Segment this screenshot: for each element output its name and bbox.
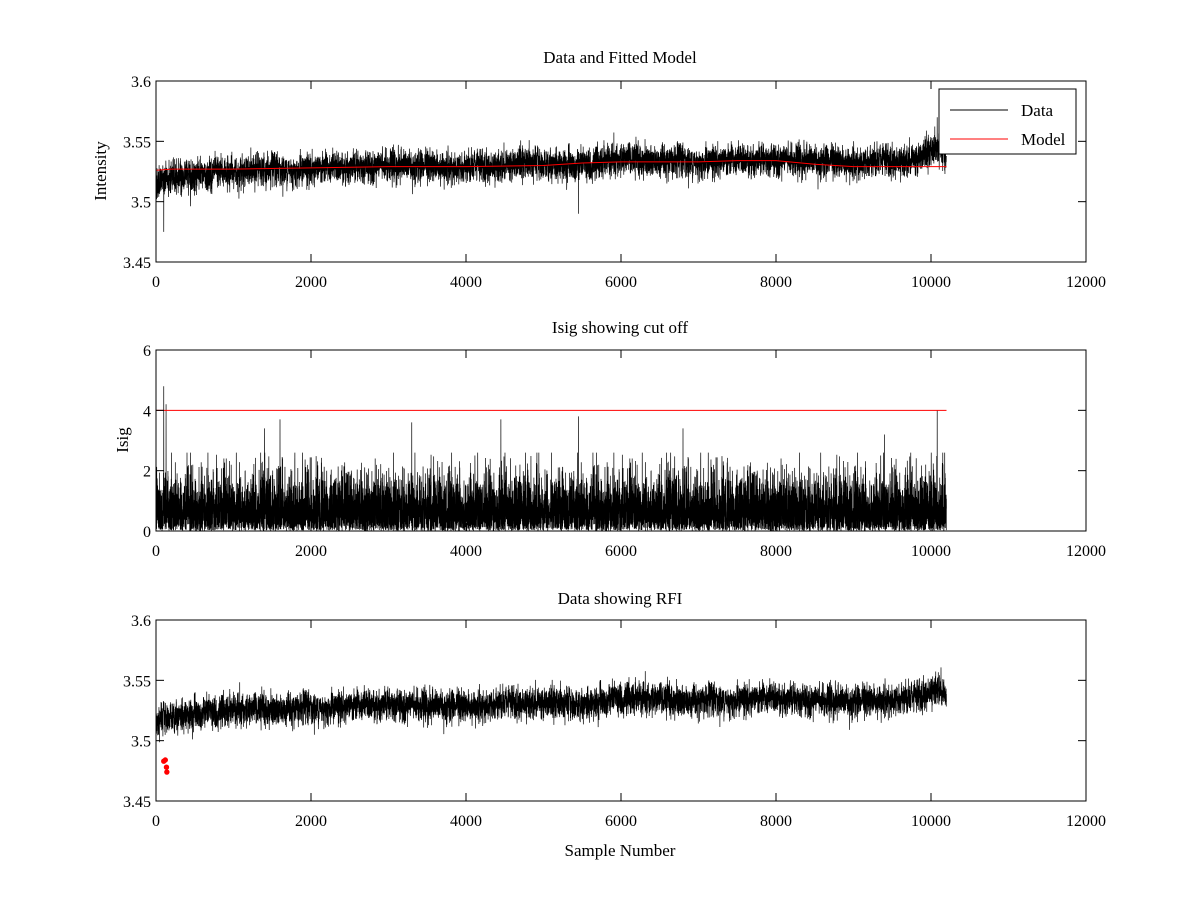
y-tick-label: 6 bbox=[143, 343, 151, 360]
axes: 0 2000 4000 6000 8000 10000 12000 3.45 3.5 3.55 3.… bbox=[123, 613, 1106, 830]
series-model-line bbox=[156, 160, 947, 171]
series-data-line bbox=[156, 667, 947, 743]
plot-area bbox=[156, 667, 947, 775]
x-tick-label: 6000 bbox=[605, 543, 637, 560]
y-tick-label: 2 bbox=[143, 464, 151, 481]
y-tick-label: 3.6 bbox=[131, 74, 151, 91]
x-tick-label: 8000 bbox=[760, 274, 792, 291]
legend-label-data: Data bbox=[1021, 101, 1054, 120]
x-tick-label: 6000 bbox=[605, 813, 637, 830]
x-axis-label: Sample Number bbox=[565, 841, 676, 860]
x-tick-label: 10000 bbox=[911, 543, 951, 560]
x-tick-label: 0 bbox=[152, 543, 160, 560]
series-isig-line bbox=[156, 386, 947, 531]
panel-data-showing-rfi: Data showing RFI Sample Number 0 2000 4000… bbox=[123, 589, 1106, 860]
panel-title: Data showing RFI bbox=[558, 589, 683, 608]
y-tick-label: 3.45 bbox=[123, 794, 151, 811]
x-tick-label: 0 bbox=[152, 274, 160, 291]
x-tick-label: 12000 bbox=[1066, 543, 1106, 560]
y-tick-label: 4 bbox=[143, 403, 151, 420]
x-tick-label: 12000 bbox=[1066, 813, 1106, 830]
y-tick-label: 3.55 bbox=[123, 673, 151, 690]
x-tick-label: 2000 bbox=[295, 543, 327, 560]
x-tick-label: 10000 bbox=[911, 813, 951, 830]
x-tick-label: 12000 bbox=[1066, 274, 1106, 291]
series-data-line bbox=[156, 117, 947, 232]
y-tick-label: 3.55 bbox=[123, 134, 151, 151]
y-axis-label: Intensity bbox=[91, 141, 110, 201]
y-tick-label: 3.45 bbox=[123, 255, 151, 272]
plot-area bbox=[156, 117, 947, 232]
x-tick-label: 4000 bbox=[450, 274, 482, 291]
panel-title: Isig showing cut off bbox=[552, 318, 688, 337]
panel-isig-showing-cut-off: Isig showing cut off Isig 0 2000 4000 6000 8… bbox=[113, 318, 1106, 560]
rfi-point bbox=[163, 764, 170, 770]
axes: 0 2000 4000 6000 8000 10000 12000 3.45 3.5 3.55 3.… bbox=[123, 74, 1106, 291]
panel-title: Data and Fitted Model bbox=[543, 48, 697, 67]
x-tick-label: 6000 bbox=[605, 274, 637, 291]
plot-area bbox=[156, 386, 947, 531]
axes: 0 2000 4000 6000 8000 10000 12000 0 2 4 6 bbox=[143, 343, 1106, 560]
x-tick-label: 8000 bbox=[760, 543, 792, 560]
x-tick-label: 4000 bbox=[450, 813, 482, 830]
x-tick-label: 8000 bbox=[760, 813, 792, 830]
x-tick-label: 4000 bbox=[450, 543, 482, 560]
x-tick-label: 10000 bbox=[911, 274, 951, 291]
y-tick-label: 3.5 bbox=[131, 734, 151, 751]
legend: Data Model bbox=[938, 88, 1077, 155]
x-tick-label: 2000 bbox=[295, 274, 327, 291]
y-tick-label: 3.5 bbox=[131, 195, 151, 212]
x-tick-label: 2000 bbox=[295, 813, 327, 830]
x-tick-label: 0 bbox=[152, 813, 160, 830]
rfi-point bbox=[162, 757, 169, 763]
y-tick-label: 0 bbox=[143, 524, 151, 541]
legend-box bbox=[938, 88, 1077, 155]
rfi-point bbox=[164, 769, 170, 775]
panel-data-and-fitted-model: Data and Fitted Model Intensity 0 2000 400… bbox=[91, 48, 1106, 291]
y-axis-label: Isig bbox=[113, 427, 132, 453]
legend-label-model: Model bbox=[1021, 130, 1066, 149]
y-tick-label: 3.6 bbox=[131, 613, 151, 630]
